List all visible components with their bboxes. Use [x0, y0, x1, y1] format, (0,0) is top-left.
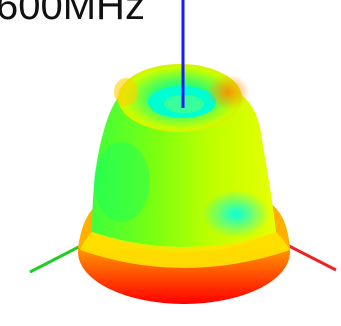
pattern-top [114, 64, 250, 132]
frequency-label: 600MHz [0, 0, 145, 28]
pattern-body [80, 86, 290, 268]
